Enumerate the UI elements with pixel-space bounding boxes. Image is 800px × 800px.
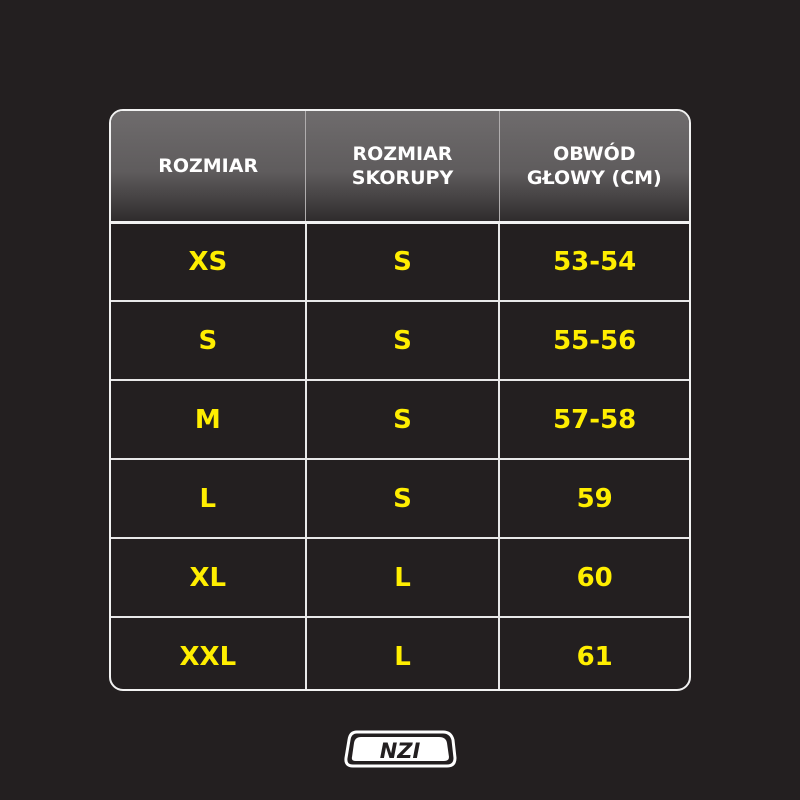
cell-head-circumference: 55-56 bbox=[498, 302, 689, 379]
cell-head-circumference: 57-58 bbox=[498, 381, 689, 458]
cell-size: XXL bbox=[179, 641, 237, 672]
cell-shell-size: S bbox=[304, 224, 499, 300]
table-row: XS S 53-54 bbox=[111, 224, 689, 300]
cell-shell-size: L bbox=[304, 618, 499, 689]
cell-size: M bbox=[194, 404, 221, 435]
table-row: XXL L 61 bbox=[111, 616, 689, 689]
table-row: L S 59 bbox=[111, 458, 689, 537]
cell-size: S bbox=[198, 325, 218, 356]
cell-head-circumference: 59 bbox=[498, 460, 689, 537]
cell-shell-size: S bbox=[304, 381, 499, 458]
table-row: M S 57-58 bbox=[111, 379, 689, 458]
size-chart-table: ROZMIAR ROZMIAR SKORUPY OBWÓD GŁOWY (CM)… bbox=[109, 109, 691, 691]
header-head-circumference: OBWÓD GŁOWY (CM) bbox=[498, 111, 689, 221]
cell-size: L bbox=[199, 483, 217, 514]
cell-shell-size: S bbox=[304, 302, 499, 379]
header-shell-size: ROZMIAR SKORUPY bbox=[305, 111, 498, 221]
header-size: ROZMIAR bbox=[158, 155, 259, 177]
table-row: S S 55-56 bbox=[111, 300, 689, 379]
table-header: ROZMIAR ROZMIAR SKORUPY OBWÓD GŁOWY (CM) bbox=[111, 111, 689, 224]
cell-head-circumference: 61 bbox=[498, 618, 689, 689]
cell-head-circumference: 53-54 bbox=[498, 224, 689, 300]
nzi-logo: NZI bbox=[344, 730, 457, 768]
cell-size: XL bbox=[189, 562, 227, 593]
cell-head-circumference: 60 bbox=[498, 539, 689, 616]
cell-shell-size: S bbox=[304, 460, 499, 537]
table-row: XL L 60 bbox=[111, 537, 689, 616]
svg-text:NZI: NZI bbox=[380, 739, 421, 763]
cell-shell-size: L bbox=[304, 539, 499, 616]
cell-size: XS bbox=[188, 247, 228, 277]
